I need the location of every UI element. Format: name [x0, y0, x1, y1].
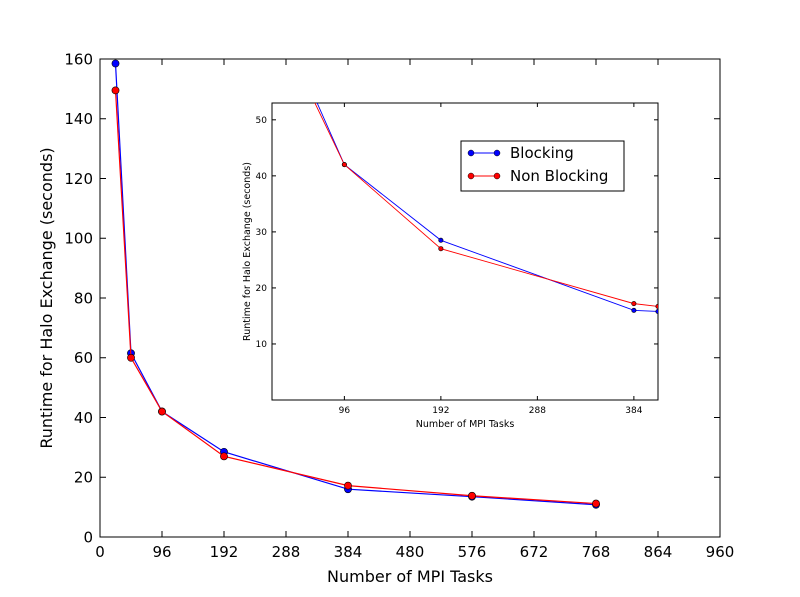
inset-x-tick-label: 96 [339, 406, 351, 416]
main-x-tick-label: 576 [458, 543, 487, 561]
main-y-tick-label: 100 [64, 230, 93, 248]
inset-legend-label: Non Blocking [510, 167, 608, 185]
main-data-point [127, 353, 135, 362]
inset-data-point [438, 246, 444, 252]
main-x-tick-label: 288 [272, 543, 301, 561]
inset-x-tick-label: 384 [625, 406, 642, 416]
main-x-tick-label: 96 [152, 543, 171, 561]
main-y-tick-label: 80 [74, 289, 93, 307]
main-data-point [220, 452, 228, 461]
main-y-tick-label: 120 [64, 170, 93, 188]
main-y-tick-label: 40 [74, 409, 93, 427]
inset-y-tick-label: 10 [256, 340, 268, 350]
main-y-tick-label: 20 [74, 469, 93, 487]
inset-data-point [655, 308, 658, 314]
main-x-tick-label: 480 [396, 543, 425, 561]
main-x-axis-label: Number of MPI Tasks [327, 567, 493, 586]
main-series [111, 86, 600, 508]
inset-legend-marker [467, 172, 475, 180]
inset-legend-marker [467, 149, 475, 157]
main-x-tick-label: 864 [644, 543, 673, 561]
inset-data-point [631, 307, 637, 313]
inset-data-point [341, 162, 347, 168]
main-data-point [111, 59, 120, 68]
inset-y-tick-label: 20 [256, 284, 268, 294]
main-data-point [344, 481, 352, 490]
main-y-tick-label: 0 [83, 528, 93, 546]
inset-legend-label: Blocking [510, 144, 574, 162]
inset-data-point [631, 301, 637, 307]
inset-series [314, 103, 658, 309]
main-y-tick-label: 140 [64, 110, 93, 128]
main-y-tick-label: 160 [64, 50, 93, 68]
main-x-tick-label: 0 [95, 543, 105, 561]
main-data-point [111, 86, 120, 95]
main-y-axis-label: Runtime for Halo Exchange (seconds) [37, 147, 56, 448]
inset-y-tick-label: 30 [256, 228, 268, 238]
main-y-tick-label: 60 [74, 349, 93, 367]
inset-data-point [294, 53, 298, 57]
inset-x-tick-label: 288 [529, 406, 546, 416]
inset-data-point [655, 303, 658, 309]
inset-y-axis-label: Runtime for Halo Exchange (seconds) [242, 162, 253, 341]
inset-x-axis-label: Number of MPI Tasks [416, 419, 515, 430]
inset-legend-marker [493, 149, 501, 157]
main-x-tick-label: 768 [582, 543, 611, 561]
main-x-tick-label: 672 [520, 543, 549, 561]
main-x-tick-label: 960 [706, 543, 735, 561]
inset-y-tick-label: 50 [256, 116, 268, 126]
inset-y-tick-label: 40 [256, 172, 268, 182]
inset-legend-box [460, 140, 625, 192]
main-x-tick-label: 192 [210, 543, 239, 561]
inset-plot: 96 192 288 384 10 20 30 40 50 Number of MPI Tasks… [242, 53, 659, 430]
main-x-tick-label: 384 [334, 543, 363, 561]
inset-x-tick-label: 192 [432, 406, 449, 416]
main-data-point [468, 491, 476, 500]
inset-data-point [438, 237, 444, 243]
main-data-point [158, 407, 166, 416]
inset-legend-marker [493, 172, 501, 180]
main-data-point [592, 499, 600, 508]
